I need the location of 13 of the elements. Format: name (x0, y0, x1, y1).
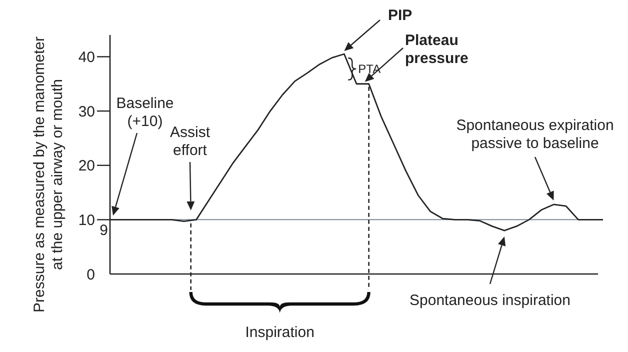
y-tick-label: 30 (78, 103, 95, 120)
y-tick-label: 0 (86, 266, 95, 284)
annotation: PTA (358, 62, 381, 76)
text: 9 (100, 222, 108, 239)
text: Spontaneous inspiration (410, 292, 570, 309)
y-axis-title: Pressure as measured by the manometer at the upper airway or mouth (31, 36, 66, 312)
text: Inspiration (245, 324, 314, 341)
y-tick-label: 20 (78, 158, 95, 175)
annotation: Plateau pressure (405, 32, 468, 67)
y-tick-label: 40 (78, 48, 95, 66)
y-tick-label: 10 (78, 212, 95, 229)
text: PIP (388, 7, 412, 24)
annotation: Spontaneous expiration passive to baseline (456, 117, 614, 152)
